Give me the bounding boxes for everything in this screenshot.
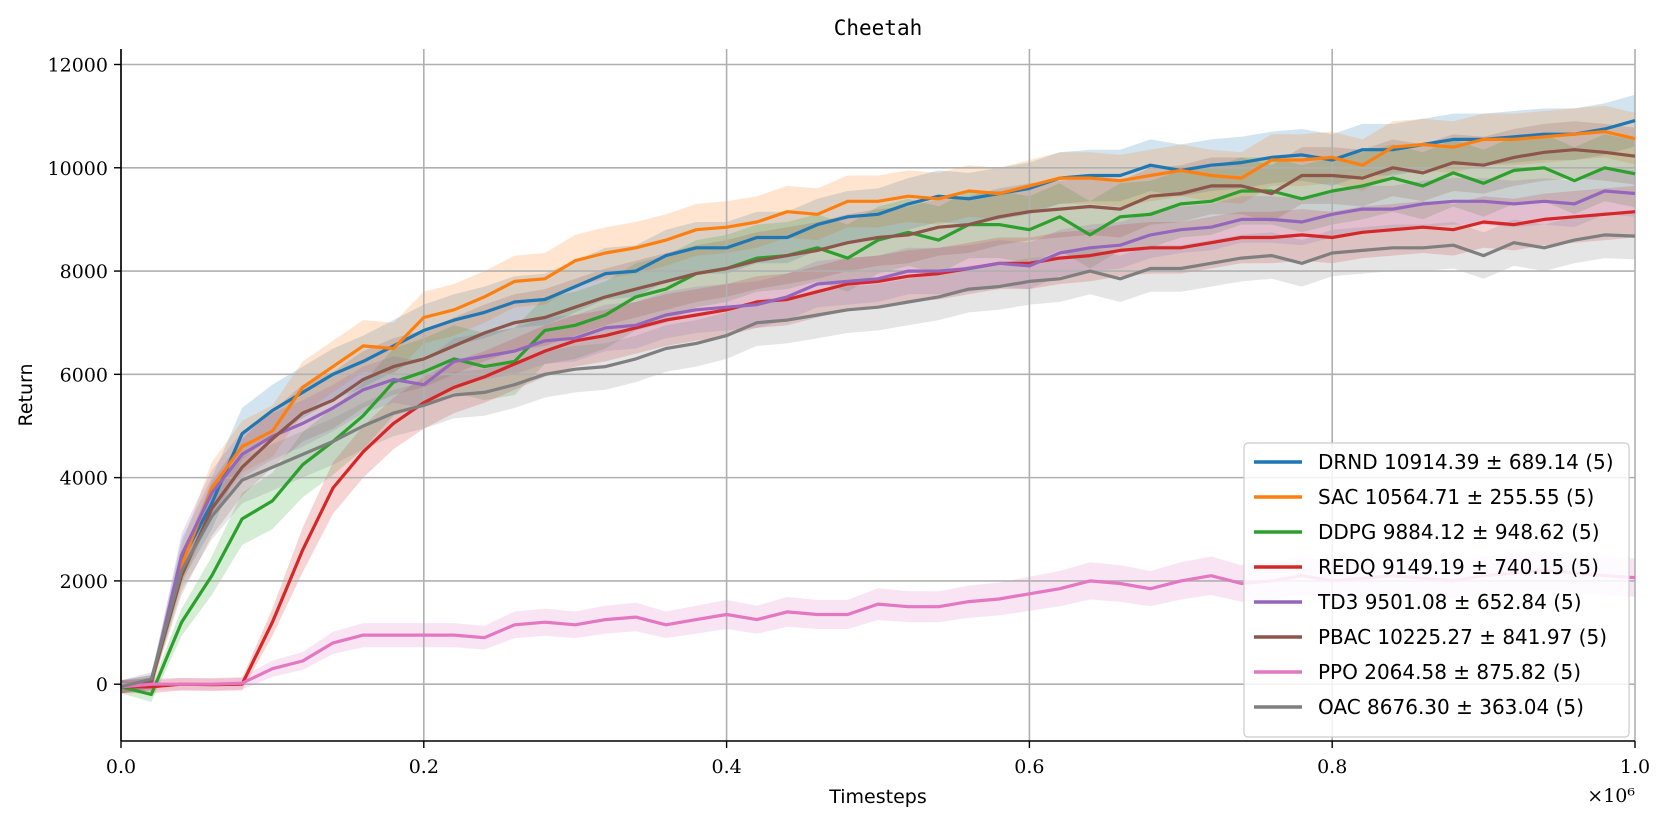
y-tick-label: 10000 [48, 158, 108, 180]
x-tick-label: 0.0 [106, 756, 136, 778]
y-tick-label: 4000 [60, 468, 108, 490]
y-tick-label: 12000 [48, 54, 108, 76]
pbac-legend-label: PBAC 10225.27 ± 841.97 (5) [1318, 625, 1607, 649]
y-ticks: 0 2000 4000 6000 8000 10000 12000 [48, 54, 121, 696]
x-tick-label: 0.6 [1014, 756, 1044, 778]
x-tick-label: 1.0 [1620, 756, 1650, 778]
td3-legend-label: TD3 9501.08 ± 652.84 (5) [1317, 590, 1582, 614]
pbac-line [120, 148, 1636, 689]
chart-title: Cheetah [834, 16, 923, 40]
y-tick-label: 2000 [60, 571, 108, 593]
sac-line [120, 130, 1636, 689]
y-tick-label: 6000 [60, 364, 108, 386]
y-axis-label: Return [15, 363, 37, 426]
ddpg-band [121, 134, 1635, 702]
legend: DRND 10914.39 ± 689.14 (5) SAC 10564.71 ±… [1243, 442, 1630, 738]
td3-band [121, 167, 1635, 694]
oac-line [120, 233, 1636, 689]
ddpg-line [120, 166, 1636, 697]
legend-box [1243, 442, 1630, 738]
x-tick-label: 0.8 [1317, 756, 1347, 778]
x-tick-label: 0.2 [409, 756, 439, 778]
axes [120, 49, 1635, 742]
td3-line [120, 189, 1636, 689]
redq-legend-label: REDQ 9149.19 ± 740.15 (5) [1318, 555, 1599, 579]
pbac-band [121, 121, 1635, 694]
redq-line [121, 210, 1636, 689]
redq-band [121, 185, 1635, 694]
drnd-legend-label: DRND 10914.39 ± 689.14 (5) [1318, 450, 1614, 474]
drnd-line [120, 119, 1636, 689]
ddpg-legend-label: DDPG 9884.12 ± 948.62 (5) [1318, 520, 1600, 544]
x-multiplier-label: ×10⁶ [1587, 785, 1635, 807]
y-tick-label: 0 [96, 674, 108, 696]
sac-legend-label: SAC 10564.71 ± 255.55 (5) [1318, 485, 1594, 509]
ppo-legend-label: PPO 2064.58 ± 875.82 (5) [1318, 660, 1581, 684]
oac-legend-label: OAC 8676.30 ± 363.04 (5) [1318, 695, 1584, 719]
y-tick-label: 8000 [60, 261, 108, 283]
x-tick-label: 0.4 [711, 756, 741, 778]
x-axis-label: Timesteps [828, 786, 927, 808]
x-ticks: 0.0 0.2 0.4 0.6 0.8 1.0 [106, 741, 1650, 778]
